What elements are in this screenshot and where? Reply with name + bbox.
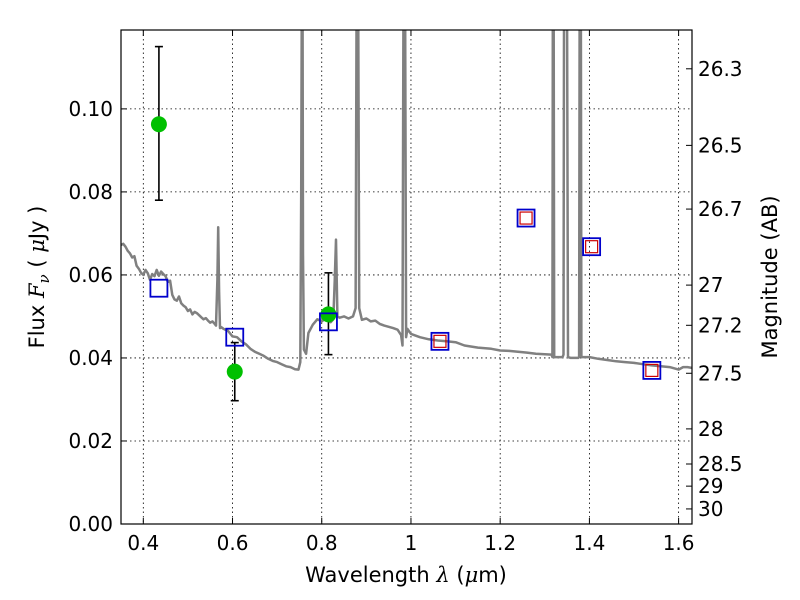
observed-flux-point (226, 363, 243, 380)
y-tick-label: 0.06 (68, 263, 113, 287)
plot-frame (120, 29, 693, 525)
x-tick-label: 1.2 (484, 531, 516, 555)
magnitude-tick-label: 27.2 (698, 313, 743, 337)
y-tick-label: 0.10 (68, 97, 113, 121)
magnitude-tick-label: 28 (698, 417, 723, 441)
marker-layer (149, 45, 662, 402)
x-axis-label: Wavelength λ (μm) (305, 563, 507, 587)
model-spectrum-line (121, 30, 692, 371)
model-photometry-square (430, 331, 450, 351)
observed-flux-point (320, 306, 337, 323)
magnitude-tick-label: 27.5 (698, 361, 743, 385)
magnitude-tick-label: 26.7 (698, 197, 743, 221)
spectrum-layer (121, 30, 692, 371)
observed-flux-point (150, 116, 167, 133)
model-photometry-inner-square (519, 211, 533, 225)
model-photometry-square (225, 327, 245, 347)
x-tick-label: 1.4 (573, 531, 605, 555)
magnitude-tick-label: 27 (698, 273, 723, 297)
model-photometry-square (319, 312, 338, 332)
x-tick-label: 1.6 (663, 531, 695, 555)
axes (120, 29, 693, 525)
x-tick-label: 0.4 (127, 531, 159, 555)
x-tick-label: 1 (405, 531, 418, 555)
tick-labels: 0.4 0.6 0.8 1 1.2 1.4 1.6 0.00 0.02 0.04 0.06 0.08 0… (68, 57, 742, 555)
magnitude-tick-label: 26.3 (698, 57, 743, 81)
y-tick-label: 0.00 (68, 512, 113, 536)
x-tick-label: 0.8 (306, 531, 338, 555)
x-tick-label: 0.6 (217, 531, 249, 555)
model-photometry-inner-square (433, 334, 447, 348)
magnitude-axis-label: Magnitude (AB) (758, 195, 782, 358)
magnitude-tick-label: 26.5 (698, 133, 743, 157)
y-axis-label: Flux Fν ( μJy ) (25, 206, 53, 349)
model-photometry-square (149, 278, 169, 298)
model-photometry-square (582, 237, 602, 257)
y-tick-label: 0.02 (68, 429, 113, 453)
y-tick-label: 0.08 (68, 180, 113, 204)
y-tick-label: 0.04 (68, 346, 113, 370)
magnitude-tick-label: 28.5 (698, 452, 743, 476)
model-photometry-square (516, 208, 536, 228)
magnitude-tick-label: 30 (698, 497, 723, 521)
model-photometry-inner-square (645, 363, 659, 378)
model-photometry-square (642, 361, 662, 380)
model-photometry-inner-square (585, 240, 599, 254)
magnitude-tick-label: 29 (698, 474, 723, 498)
